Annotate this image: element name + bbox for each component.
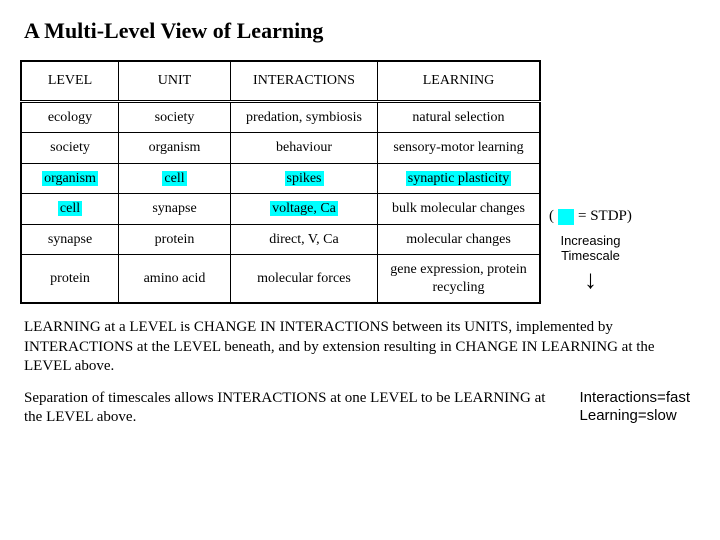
cell-level: organism [21, 163, 119, 194]
highlighted-text: cell [58, 201, 82, 216]
cell-level: ecology [21, 101, 119, 133]
header-unit: UNIT [119, 61, 231, 101]
cell-level: synapse [21, 224, 119, 255]
side-column: ( = STDP) Increasing Timescale ↓ [541, 60, 632, 304]
highlight-swatch-icon [558, 209, 574, 225]
highlighted-text: spikes [285, 171, 324, 186]
cell-inter: molecular forces [231, 255, 378, 304]
highlighted-text: synaptic plasticity [406, 171, 511, 186]
table-row: cell synapse voltage, Ca bulk molecular cha… [21, 194, 540, 225]
timescale-line2: Timescale [561, 249, 620, 264]
table-body: ecologysocietypredation, symbiosisnatura… [21, 101, 540, 303]
main-row: LEVEL UNIT INTERACTIONS LEARNING ecology… [20, 60, 700, 304]
table-row: synapseproteindirect, V, Camolecular cha… [21, 224, 540, 255]
cell-learn: natural selection [378, 101, 541, 133]
stdp-label: = STDP) [578, 208, 632, 225]
paragraph-2: Separation of timescales allows INTERACT… [24, 389, 556, 428]
table-row: ecologysocietypredation, symbiosisnatura… [21, 101, 540, 133]
cell-unit: amino acid [119, 255, 231, 304]
cell-unit: cell [119, 163, 231, 194]
cell-level: protein [21, 255, 119, 304]
stdp-legend: ( = STDP) [549, 208, 632, 225]
highlighted-text: organism [42, 171, 98, 186]
cell-inter: voltage, Ca [231, 194, 378, 225]
cell-level: cell [21, 194, 119, 225]
cell-unit: society [119, 101, 231, 133]
cell-inter: spikes [231, 163, 378, 194]
cell-inter: predation, symbiosis [231, 101, 378, 133]
highlighted-text: cell [162, 171, 186, 186]
stdp-open: ( [549, 208, 554, 225]
header-interactions: INTERACTIONS [231, 61, 378, 101]
cell-learn: synaptic plasticity [378, 163, 541, 194]
fastslow-line2: Learning=slow [580, 407, 690, 426]
table-wrap: LEVEL UNIT INTERACTIONS LEARNING ecology… [20, 60, 541, 304]
header-learning: LEARNING [378, 61, 541, 101]
cell-inter: behaviour [231, 133, 378, 164]
table-row: societyorganismbehavioursensory-motor le… [21, 133, 540, 164]
timescale-label: Increasing Timescale ↓ [549, 234, 632, 292]
timescale-line1: Increasing [560, 234, 620, 249]
table-row: organism cell spikes synaptic plasticity [21, 163, 540, 194]
cell-level: society [21, 133, 119, 164]
levels-table: LEVEL UNIT INTERACTIONS LEARNING ecology… [20, 60, 541, 304]
header-level: LEVEL [21, 61, 119, 101]
cell-unit: protein [119, 224, 231, 255]
page-title: A Multi-Level View of Learning [24, 18, 700, 44]
cell-learn: gene expression, protein recycling [378, 255, 541, 304]
table-header-row: LEVEL UNIT INTERACTIONS LEARNING [21, 61, 540, 101]
highlighted-text: voltage, Ca [270, 201, 338, 216]
fast-slow-note: Interactions=fast Learning=slow [580, 389, 700, 427]
paragraph-1: LEARNING at a LEVEL is CHANGE IN INTERAC… [24, 318, 696, 377]
cell-unit: synapse [119, 194, 231, 225]
down-arrow-icon: ↓ [584, 266, 597, 292]
cell-learn: molecular changes [378, 224, 541, 255]
cell-inter: direct, V, Ca [231, 224, 378, 255]
cell-learn: sensory-motor learning [378, 133, 541, 164]
table-row: proteinamino acidmolecular forcesgene ex… [21, 255, 540, 304]
bottom-row: Separation of timescales allows INTERACT… [20, 389, 700, 428]
cell-unit: organism [119, 133, 231, 164]
fastslow-line1: Interactions=fast [580, 389, 690, 408]
cell-learn: bulk molecular changes [378, 194, 541, 225]
